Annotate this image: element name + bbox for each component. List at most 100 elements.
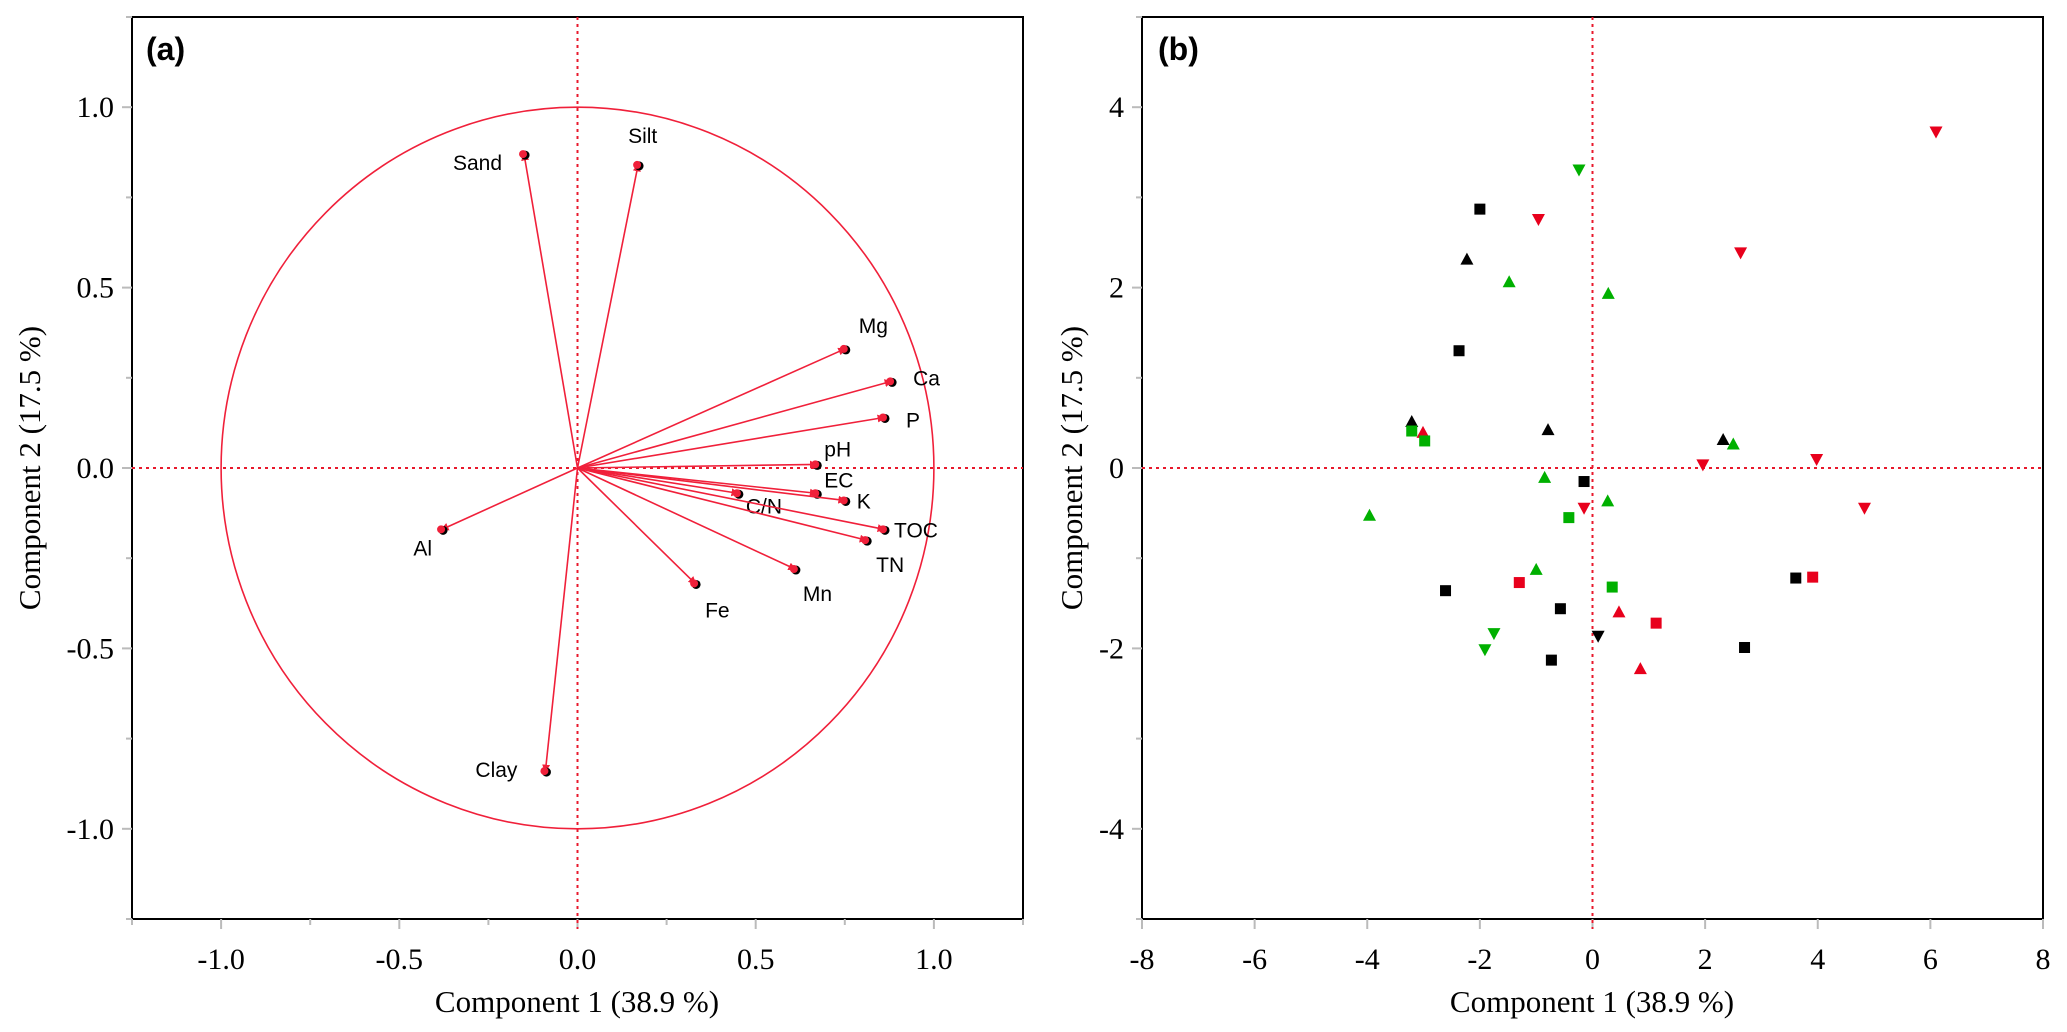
reference-lines: [1142, 17, 2043, 929]
correlation-circle-outline: [220, 106, 935, 830]
score-point-green-triangle-up: [1601, 494, 1615, 507]
score-point-black-square: [1474, 203, 1486, 215]
score-point-black-square: [1790, 572, 1802, 584]
score-point-black-triangle-up: [1405, 414, 1419, 427]
vector-line: [576, 163, 641, 469]
y-tick-label: -0.5: [67, 632, 115, 665]
vector-tip: [437, 525, 446, 534]
loading-vector-sand: Sand: [453, 150, 579, 469]
axis-ticks: -1.0 -0.5 0.0 0.5 1.0 -1.0 -0.5 0.0 0.5 1.0: [67, 16, 1024, 976]
x-tick-label: 8: [2036, 943, 2051, 976]
score-point-green-square: [1563, 512, 1575, 524]
x-tick-label: 6: [1923, 943, 1938, 976]
vector-label: Silt: [628, 125, 657, 148]
vector-tip: [732, 489, 741, 498]
x-tick-label: 2: [1698, 943, 1713, 976]
score-point-green-triangle-up: [1726, 437, 1740, 450]
score-point-black-triangle-up: [1460, 252, 1474, 265]
x-axis-title: Component 1 (38.9 %): [435, 984, 719, 1019]
score-point-black-square: [1453, 345, 1465, 357]
x-axis-title: Component 1 (38.9 %): [1450, 984, 1734, 1019]
vector-tip: [633, 160, 642, 169]
score-point-black-square: [1578, 476, 1590, 488]
vector-tip: [879, 525, 888, 534]
vector-tip: [811, 489, 820, 498]
vector-line: [577, 467, 740, 497]
x-tick-label: 1.0: [915, 943, 953, 976]
score-point-green-square: [1406, 425, 1418, 437]
score-point-green-triangle-down: [1478, 644, 1492, 657]
vector-line: [577, 467, 886, 533]
vector-line: [521, 152, 579, 469]
vector-line: [577, 467, 797, 570]
axis-ticks: -8 -6 -4 -2 0 2 4 6 8 -4 -2 0 2 4: [1099, 16, 2051, 976]
vector-tip: [690, 579, 699, 588]
score-point-red-triangle-up: [1416, 425, 1430, 438]
vector-label: P: [906, 409, 920, 432]
vector-tip: [879, 413, 888, 422]
loading-vector-mg: Mg: [577, 315, 888, 469]
vector-line: [577, 460, 818, 469]
vector-tip: [839, 344, 848, 353]
vector-line: [577, 347, 847, 469]
loading-vector-clay: Clay: [475, 467, 579, 782]
loading-vector-p: P: [577, 409, 920, 469]
y-tick-label: 1.0: [77, 91, 115, 124]
score-point-green-triangle-up: [1529, 562, 1543, 575]
panel-label-b: (b): [1158, 31, 1199, 67]
x-tick-label: -4: [1355, 943, 1380, 976]
loading-vector-ph: pH: [577, 438, 851, 470]
vector-tip: [839, 496, 848, 505]
y-axis-title: Component 2 (17.5 %): [12, 326, 47, 610]
y-tick-label: 2: [1109, 272, 1124, 305]
score-point-red-square: [1650, 617, 1662, 629]
vector-tip: [540, 767, 549, 776]
score-point-red-triangle-down: [1577, 502, 1591, 515]
x-tick-label: -1.0: [197, 943, 245, 976]
score-point-green-square: [1606, 581, 1618, 593]
panel-b-scores-plot: -8 -6 -4 -2 0 2 4 6 8 -4 -2 0 2 4 (b) Component 1 (38…: [1054, 16, 2051, 1019]
score-point-green-square: [1419, 435, 1431, 447]
y-tick-label: 0.0: [77, 452, 115, 485]
loading-vector-mn: Mn: [577, 467, 832, 606]
vector-label: Mn: [803, 583, 832, 606]
y-tick-label: -1.0: [67, 813, 115, 846]
vector-label: Fe: [705, 599, 730, 622]
vector-line: [440, 467, 578, 531]
y-tick-label: -4: [1099, 813, 1124, 846]
score-point-black-square: [1545, 654, 1557, 666]
score-point-green-triangle-up: [1538, 470, 1552, 483]
y-axis-title: Component 2 (17.5 %): [1054, 326, 1089, 610]
correlation-circle: [220, 106, 935, 830]
vector-tip: [861, 536, 870, 545]
x-tick-label: -2: [1467, 943, 1492, 976]
score-point-red-triangle-down: [1810, 453, 1824, 466]
vector-label: Ca: [913, 367, 940, 390]
x-tick-label: -8: [1130, 943, 1155, 976]
score-point-red-square: [1513, 577, 1525, 589]
vector-tip: [789, 565, 798, 574]
score-point-red-triangle-down: [1857, 502, 1871, 515]
loading-vector-silt: Silt: [576, 125, 657, 469]
score-point-red-triangle-down: [1929, 126, 1943, 139]
score-point-green-triangle-down: [1572, 164, 1586, 177]
score-points: [1363, 126, 1943, 675]
vector-label: Mg: [859, 315, 888, 338]
vector-label: Al: [413, 537, 432, 560]
loading-vector-ca: Ca: [577, 367, 940, 469]
score-point-green-triangle-down: [1487, 628, 1501, 641]
vector-tip: [886, 377, 895, 386]
score-point-black-triangle-down: [1591, 630, 1605, 643]
y-tick-label: 4: [1109, 91, 1124, 124]
panel-a-loadings-plot: -1.0 -0.5 0.0 0.5 1.0 -1.0 -0.5 0.0 0.5 1.0 Sand S…: [12, 16, 1024, 1019]
score-point-red-triangle-down: [1531, 214, 1545, 227]
vector-label: Clay: [475, 759, 518, 782]
vector-line: [577, 379, 893, 469]
score-point-black-square: [1554, 603, 1566, 615]
vector-line: [542, 467, 579, 773]
x-tick-label: 0: [1585, 943, 1600, 976]
vector-tip: [811, 460, 820, 469]
score-point-green-triangle-up: [1601, 286, 1615, 299]
loading-vector-toc: TOC: [577, 467, 938, 542]
